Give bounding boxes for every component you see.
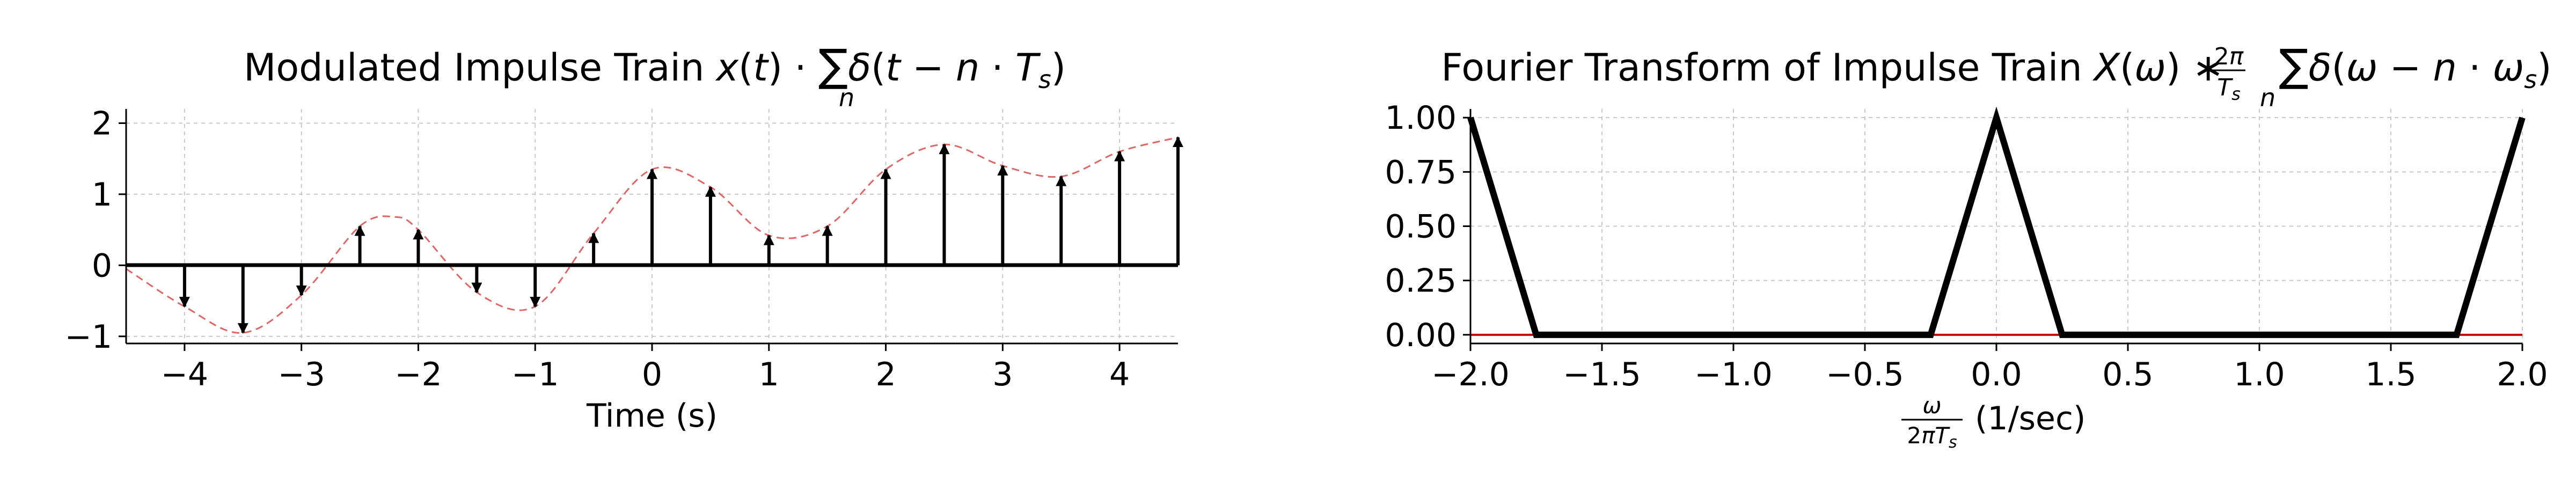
stem-impulse [179,265,190,308]
left-y-tick-label: −1 [65,318,112,356]
svg-text:2π: 2π [2214,43,2244,70]
right-chart: Fourier Transform of Impulse Train X(ω) … [1385,40,2551,452]
left-x-axis-label: Time (s) [586,397,718,435]
svg-text:ω: ω [1922,392,1941,419]
right-ticks: −2.0 −1.5 −1.0 −0.5 0.0 0.5 1.0 1.5 2.0 0.00 0.25 0… [1385,99,2548,393]
left-x-tick-label: −4 [161,356,208,393]
right-x-tick-label: −0.5 [1826,356,1904,393]
left-chart-title-text: Modulated Impulse Train [244,46,704,90]
right-title-sum-index: n [2260,83,2275,112]
right-y-tick-label: 0.25 [1385,262,1457,300]
stem-impulse [939,143,949,265]
stem-impulse [647,169,657,266]
stem-impulse [705,186,716,266]
right-grid [1470,109,2522,343]
stem-impulse [997,165,1008,265]
left-y-tick-label: 0 [92,247,112,284]
right-chart-title-text: Fourier Transform of Impulse Train [1441,46,2082,90]
left-stems [179,136,1183,334]
left-title-sum-index: n [839,83,854,112]
svg-text:2πTs: 2πTs [1907,422,1957,452]
stem-impulse [881,169,891,266]
right-x-tick-label: −2.0 [1431,356,1510,393]
right-x-tick-label: 0.0 [1971,356,2022,393]
right-x-tick-label: 1.5 [2365,356,2416,393]
left-chart-title: Modulated Impulse Train x(t) · ∑δ(t − n … [244,40,1066,94]
svg-text:(1/sec): (1/sec) [1975,400,2085,437]
right-x-tick-label: −1.0 [1694,356,1773,393]
right-x-tick-label: 0.5 [2102,356,2153,393]
stem-impulse [1056,175,1066,266]
stem-impulse [822,225,833,266]
right-x-axis-label: ω 2πTs (1/sec) [1901,392,2085,452]
right-x-tick-label: 1.0 [2234,356,2285,393]
left-x-tick-label: 4 [1109,356,1130,393]
right-y-tick-label: 0.50 [1385,208,1457,246]
stem-impulse [355,225,365,266]
stem-impulse [413,229,423,265]
left-x-tick-label: 2 [875,356,896,393]
left-x-tick-label: −3 [277,356,325,393]
right-y-tick-label: 1.00 [1385,99,1457,137]
stem-impulse [530,265,540,308]
stem-impulse [1173,136,1183,265]
stem-impulse [471,265,482,293]
left-y-tick-label: 2 [92,105,112,142]
svg-text:Ts: Ts [2217,74,2241,104]
right-y-tick-label: 0.75 [1385,153,1457,191]
left-chart: Modulated Impulse Train x(t) · ∑δ(t − n … [65,40,1183,435]
right-x-tick-label: 2.0 [2497,356,2548,393]
left-x-tick-label: −2 [394,356,442,393]
left-x-tick-label: 3 [992,356,1013,393]
stem-impulse [764,235,774,266]
stem-impulse [1114,150,1125,265]
left-x-tick-label: −1 [511,356,559,393]
left-x-tick-label: 0 [642,356,662,393]
left-y-tick-label: 1 [92,176,112,214]
left-ticks: −4 −3 −2 −1 0 1 2 3 4 −1 0 1 2 [65,105,1130,393]
right-x-tick-label: −1.5 [1563,356,1641,393]
right-y-tick-label: 0.00 [1385,317,1457,354]
stem-impulse [238,265,248,334]
right-chart-title: Fourier Transform of Impulse Train X(ω) … [1441,40,2551,94]
left-x-tick-label: 1 [759,356,779,393]
